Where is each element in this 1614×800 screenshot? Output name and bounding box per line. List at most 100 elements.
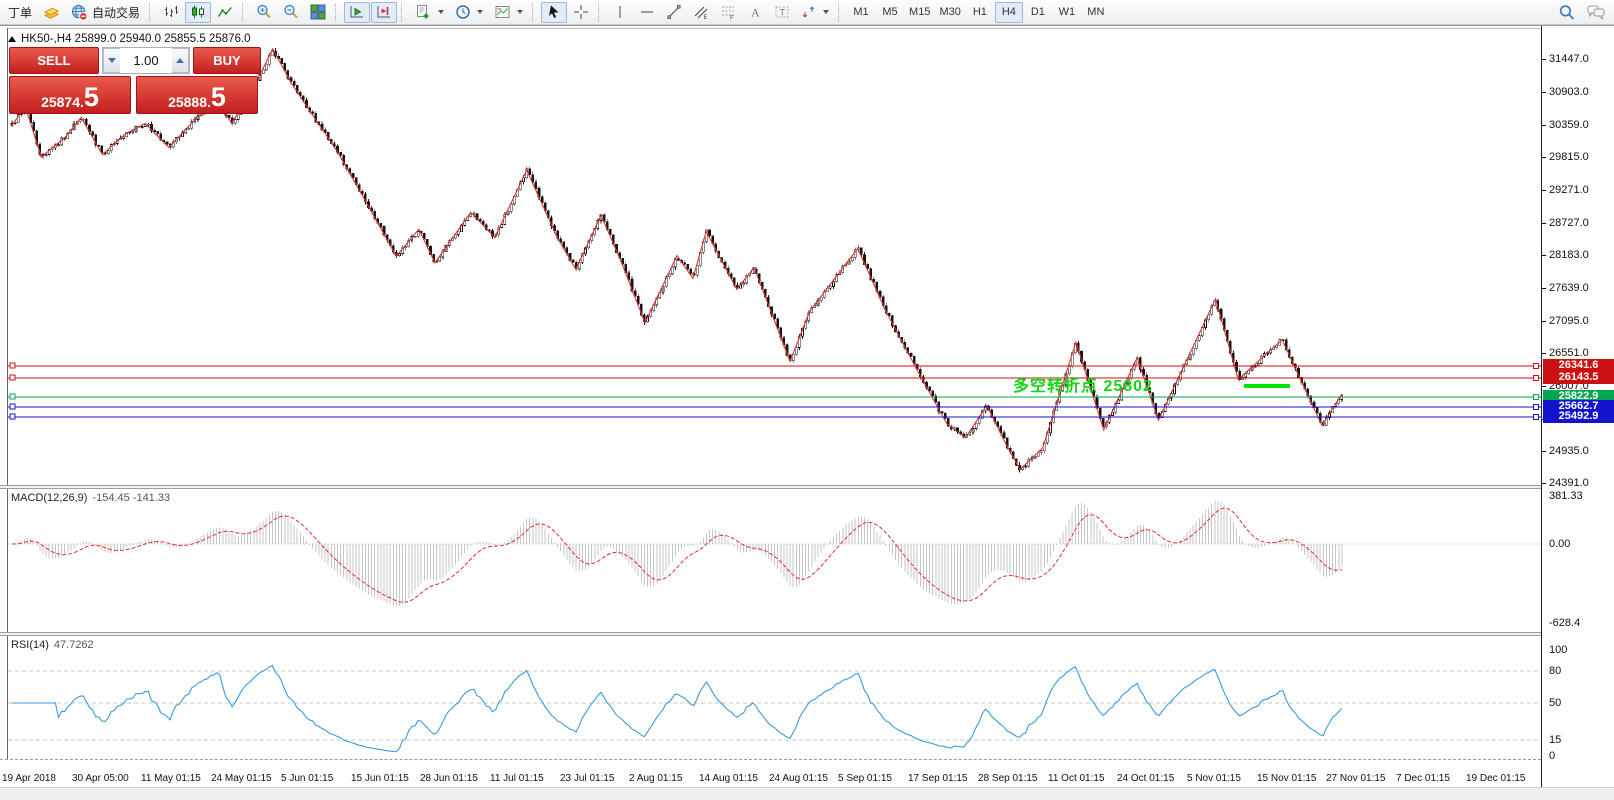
price-axis[interactable]: 31447.0 30903.0 30359.0 29815.0 29271.0 28727… — [1541, 26, 1614, 787]
time-axis-label: 15 Nov 01:15 — [1257, 773, 1317, 784]
volume-decrease-button[interactable] — [103, 48, 120, 73]
line-handle[interactable] — [1533, 414, 1539, 420]
line-chart-icon — [218, 7, 232, 17]
volume-input[interactable]: 1.00 — [133, 53, 159, 68]
price-tick-label: 24935.0 — [1549, 445, 1589, 457]
price-line-tag: 25822.9 — [1543, 390, 1614, 403]
horizontal-lines[interactable] — [8, 362, 1541, 420]
chart-window: HK50-,H4 25899.0 25940.0 25855.5 25876.0… — [0, 25, 1614, 800]
candlestick-chart-button[interactable] — [185, 1, 212, 23]
line-chart-button[interactable] — [212, 2, 238, 23]
zoom-out-button[interactable] — [278, 2, 304, 23]
time-axis-label: 24 May 01:15 — [211, 773, 272, 784]
time-axis-label: 19 Dec 01:15 — [1466, 773, 1526, 784]
search-icon — [1559, 4, 1575, 20]
rsi-label: RSI(14) 47.7262 — [11, 639, 94, 651]
order-coins-icon — [43, 7, 60, 19]
arrows-button[interactable] — [796, 2, 834, 23]
timeframe-M1[interactable]: M1 — [847, 2, 875, 23]
text-label-button[interactable]: T — [769, 2, 795, 23]
volume-increase-button[interactable] — [172, 48, 189, 73]
buy-button[interactable]: BUY — [193, 47, 261, 74]
chart-annotation[interactable]: 多空转折点 25802 — [1013, 378, 1153, 395]
sell-price-box[interactable]: 25874. 5 — [9, 76, 131, 114]
chart-frame-left — [7, 28, 8, 787]
symbol-triangle-icon[interactable] — [8, 36, 16, 42]
text-button[interactable]: A — [742, 2, 768, 23]
cursor-button[interactable] — [541, 1, 568, 23]
macd-scale-label: 0.00 — [1549, 538, 1571, 550]
equidistant-channel-button[interactable]: E — [688, 2, 714, 23]
line-handle[interactable] — [1533, 375, 1539, 381]
crosshair-button[interactable] — [568, 2, 594, 23]
sell-label: SELL — [37, 53, 71, 68]
tile-windows-icon — [310, 4, 326, 20]
zoom-in-button[interactable] — [251, 2, 277, 23]
line-handle[interactable] — [1533, 363, 1539, 369]
highlight-segment[interactable] — [1244, 384, 1290, 388]
price-tick-label: 27639.0 — [1549, 282, 1589, 294]
time-axis-label: 24 Oct 01:15 — [1117, 773, 1175, 784]
time-axis-label: 24 Aug 01:15 — [769, 773, 828, 784]
toolbar-separator — [401, 3, 405, 21]
fibonacci-button[interactable]: F — [715, 2, 741, 23]
horizontal-line-button[interactable] — [634, 2, 660, 23]
zoom-in-icon — [257, 4, 271, 19]
sell-button[interactable]: SELL — [9, 47, 99, 74]
timeframe-M15[interactable]: M15 — [905, 2, 934, 23]
time-axis-label: 7 Dec 01:15 — [1396, 773, 1450, 784]
timeframe-H1[interactable]: H1 — [966, 2, 994, 23]
chart-shift-button[interactable] — [371, 1, 398, 23]
price-tick-label: 29815.0 — [1549, 151, 1589, 163]
line-handle[interactable] — [1533, 394, 1539, 400]
line-handle[interactable] — [1533, 404, 1539, 410]
sell-price: 25874. — [41, 94, 84, 110]
templates-button[interactable] — [489, 2, 528, 23]
pane-separator[interactable] — [0, 632, 1614, 636]
bar-chart-button[interactable] — [158, 2, 184, 23]
tile-windows-button[interactable] — [305, 2, 331, 23]
templates-icon — [495, 6, 510, 18]
buy-price-box[interactable]: 25888. 5 — [136, 76, 258, 114]
periods-button[interactable] — [450, 2, 488, 23]
timeframe-MN[interactable]: MN — [1082, 2, 1110, 23]
order-coins-button[interactable] — [38, 2, 65, 23]
macd-scale-label: -628.4 — [1549, 617, 1581, 629]
search-button[interactable] — [1553, 2, 1580, 23]
add-indicator-button[interactable] — [410, 2, 449, 23]
macd-histogram — [14, 500, 1343, 607]
new-order-button[interactable]: 丁单 — [3, 2, 37, 23]
price-tick-mark — [1542, 223, 1546, 224]
timeframe-M5[interactable]: M5 — [876, 2, 904, 23]
svg-text:T: T — [780, 8, 786, 18]
time-axis-label: 27 Nov 01:15 — [1326, 773, 1386, 784]
trendline-button[interactable] — [661, 2, 687, 23]
time-axis-label: 5 Nov 01:15 — [1187, 773, 1241, 784]
pane-separator[interactable] — [0, 485, 1614, 489]
timeframe-M30[interactable]: M30 — [935, 2, 964, 23]
price-tick-mark — [1542, 59, 1546, 60]
price-line-tag: 26143.5 — [1543, 371, 1614, 384]
timeframe-W1[interactable]: W1 — [1053, 2, 1081, 23]
macd-pane[interactable] — [8, 489, 1541, 632]
autotrading-button[interactable]: 自动交易 — [66, 2, 145, 23]
timeframe-D1[interactable]: D1 — [1024, 2, 1052, 23]
svg-text:F: F — [730, 16, 734, 21]
time-axis[interactable]: 19 Apr 2018 30 Apr 05:00 11 May 01:15 24 Ma… — [0, 759, 1541, 787]
chat-button[interactable] — [1581, 2, 1611, 23]
rsi-scale-label: 80 — [1549, 665, 1562, 677]
rsi-pane[interactable] — [8, 636, 1541, 759]
time-axis-label: 17 Sep 01:15 — [908, 773, 968, 784]
timeframe-H4[interactable]: H4 — [994, 1, 1023, 23]
horizontal-line-icon — [641, 11, 654, 13]
rsi-scale-label: 15 — [1549, 734, 1562, 746]
price-tick-mark — [1542, 92, 1546, 93]
triangle-down-icon — [108, 58, 116, 63]
vertical-line-button[interactable] — [607, 2, 633, 23]
cursor-icon — [549, 5, 559, 18]
price-tick-label: 31447.0 — [1549, 53, 1589, 65]
chart-shift-icon — [377, 6, 391, 18]
macd-name: MACD(12,26,9) — [11, 492, 88, 504]
window-bottom-edge — [0, 787, 1614, 800]
auto-scroll-button[interactable] — [344, 1, 371, 23]
